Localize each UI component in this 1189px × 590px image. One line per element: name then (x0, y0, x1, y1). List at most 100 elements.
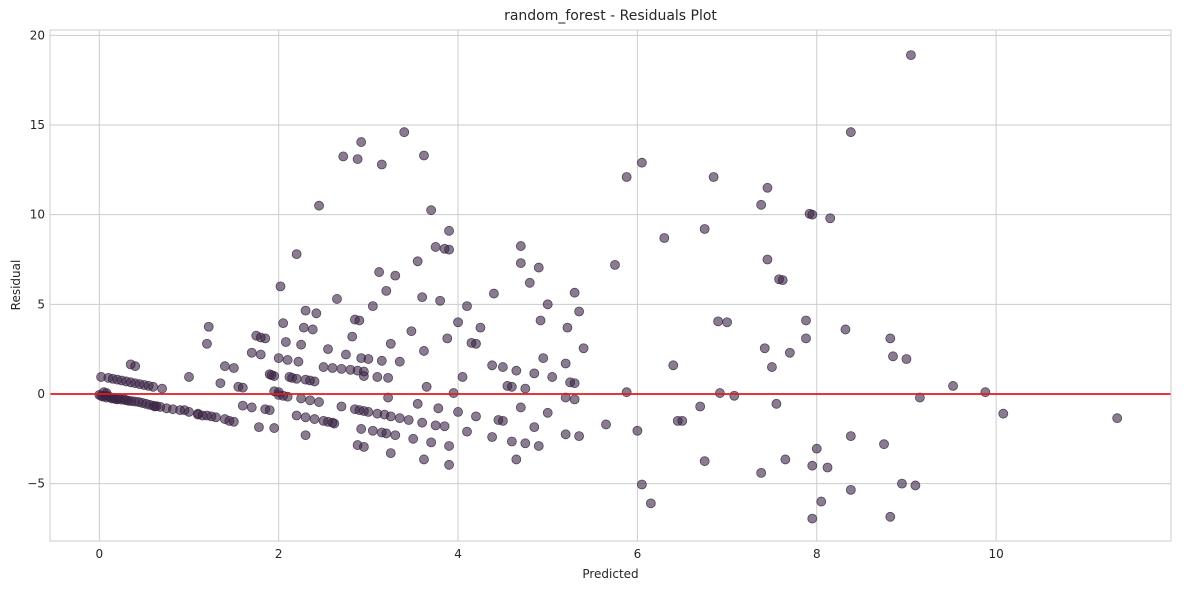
data-point (363, 354, 374, 364)
data-point (305, 395, 315, 406)
data-point (897, 478, 907, 489)
data-point (296, 393, 307, 404)
data-point (708, 172, 719, 182)
data-point (601, 419, 611, 430)
data-point (237, 400, 248, 411)
data-point (610, 259, 620, 270)
data-point (442, 333, 453, 344)
x-tick-label: 10 (988, 547, 1003, 561)
data-point (444, 459, 454, 470)
data-point (807, 513, 818, 524)
data-point (372, 372, 383, 382)
data-point (282, 355, 293, 365)
data-point (354, 315, 365, 326)
data-point (888, 351, 898, 362)
data-point (980, 387, 991, 398)
data-point (419, 346, 429, 356)
data-point (363, 407, 374, 417)
data-point (300, 305, 311, 316)
data-point (314, 397, 324, 407)
data-point (314, 200, 324, 211)
data-point (356, 424, 367, 434)
data-point (511, 365, 522, 376)
data-point (533, 262, 544, 273)
data-point (529, 422, 540, 433)
x-tick-label: 2 (275, 547, 283, 561)
data-point (383, 372, 393, 383)
data-point (677, 415, 688, 426)
data-point (406, 326, 417, 337)
data-point (762, 182, 773, 193)
data-point (329, 418, 340, 429)
data-point (347, 331, 358, 342)
data-point (621, 387, 632, 398)
data-point (356, 137, 367, 147)
data-point (374, 267, 385, 277)
data-point (497, 415, 508, 426)
data-point (511, 454, 522, 465)
y-tick-label: 10 (30, 208, 45, 222)
data-point (569, 287, 580, 298)
data-point (318, 362, 329, 372)
data-point (390, 270, 401, 281)
data-point (157, 383, 168, 394)
data-point (376, 355, 387, 366)
data-point (206, 411, 217, 422)
data-point (269, 423, 280, 433)
data-point (358, 371, 369, 381)
data-point (269, 371, 280, 381)
y-tick-label: 5 (37, 297, 45, 311)
data-point (435, 295, 446, 306)
data-point (367, 301, 378, 312)
data-point (1112, 413, 1123, 424)
data-point (419, 454, 429, 465)
data-point (421, 381, 432, 392)
data-point (578, 343, 589, 354)
data-point (825, 213, 836, 224)
data-point (179, 405, 190, 416)
scatter-points (94, 50, 1123, 524)
data-point (845, 127, 856, 138)
data-point (487, 432, 498, 442)
data-point (520, 438, 531, 449)
data-point (309, 376, 320, 387)
data-point (569, 378, 580, 389)
data-point (542, 299, 553, 310)
data-point (756, 199, 767, 210)
data-point (771, 398, 782, 409)
y-tick-label: 0 (37, 387, 45, 401)
x-tick-labels: 0 2 4 6 8 10 (96, 547, 1004, 561)
data-point (475, 322, 486, 333)
data-point (338, 151, 349, 162)
data-point (529, 368, 540, 379)
data-point (807, 209, 818, 220)
data-point (453, 317, 463, 328)
data-point (246, 402, 257, 413)
y-tick-label: 20 (30, 28, 45, 42)
data-point (278, 318, 289, 329)
data-point (562, 322, 573, 333)
data-point (228, 363, 239, 373)
data-point (457, 372, 468, 382)
data-point (621, 172, 632, 182)
data-point (352, 154, 363, 164)
data-point (419, 150, 429, 161)
data-point (403, 415, 414, 425)
x-tick-label: 0 (96, 547, 104, 561)
data-point (219, 361, 230, 372)
data-point (538, 353, 549, 364)
data-point (910, 480, 921, 491)
data-point (300, 430, 311, 441)
data-point (254, 422, 264, 433)
x-tick-label: 4 (454, 547, 462, 561)
data-point (385, 338, 396, 349)
data-point (885, 333, 896, 344)
plot-frame (49, 29, 1172, 542)
data-point (816, 496, 827, 507)
data-point (309, 414, 320, 424)
data-point (845, 431, 856, 442)
data-point (148, 381, 159, 392)
plot-background (50, 30, 1171, 541)
data-point (462, 301, 472, 312)
